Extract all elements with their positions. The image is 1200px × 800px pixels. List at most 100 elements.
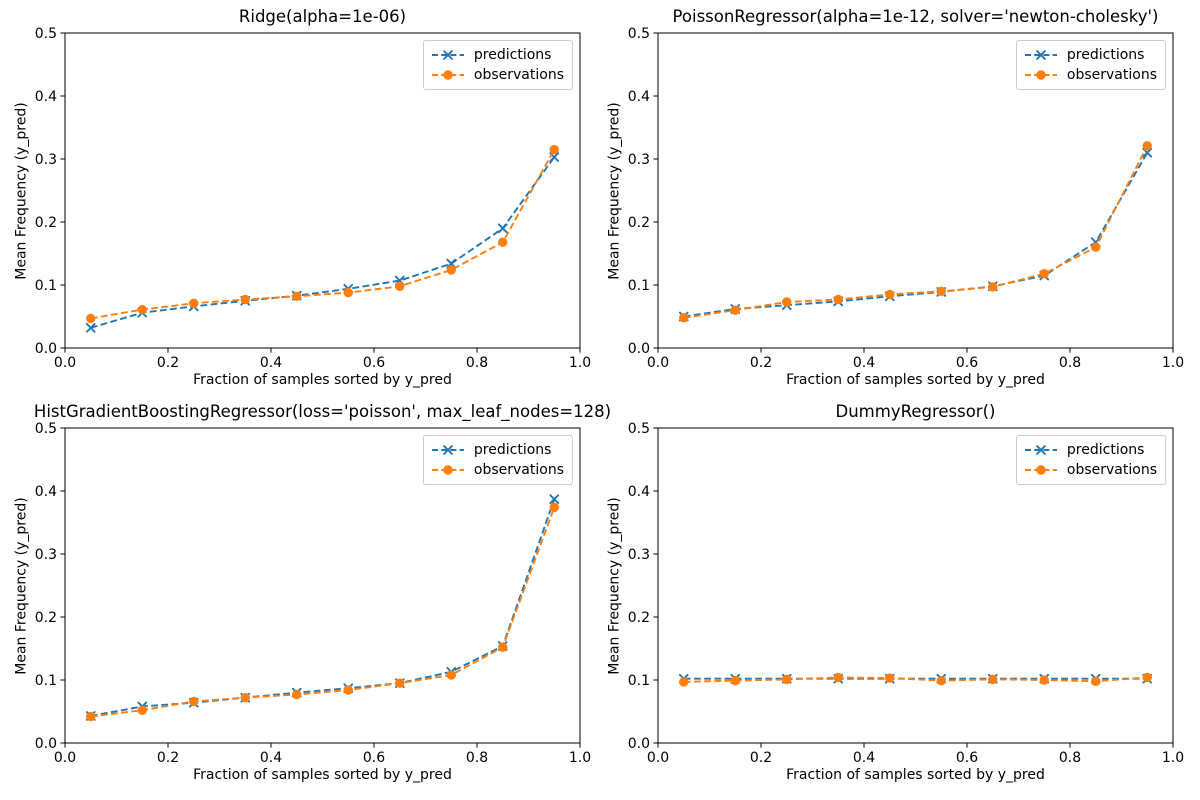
subplot-title: Ridge(alpha=1e-06)	[238, 7, 407, 26]
x-axis-label: Fraction of samples sorted by y_pred	[786, 767, 1045, 783]
predictions-line-sample-icon	[1024, 50, 1057, 60]
circle-marker	[1039, 675, 1049, 685]
predictions-line-sample-icon	[431, 445, 464, 455]
circle-marker	[292, 689, 302, 700]
observations-line-sample-icon	[1024, 70, 1057, 80]
circle-marker	[1142, 141, 1152, 151]
circle-marker	[549, 502, 559, 513]
y-axis-tick-label: 0.4	[35, 484, 57, 500]
series-markers-predictions	[678, 147, 1153, 322]
legend: predictions observations	[1015, 435, 1166, 485]
y-axis-tick-label: 0.5	[35, 421, 57, 437]
y-axis-tick-label: 0.3	[628, 152, 650, 168]
y-axis-tick-label: 0.5	[35, 26, 57, 42]
x-axis-tick-label: 0.8	[466, 355, 488, 371]
legend-entry-observations: observations	[1024, 461, 1157, 479]
y-axis-tick-label: 0.4	[35, 89, 57, 105]
y-axis-tick-label: 0.5	[628, 26, 650, 42]
series-line-predictions	[683, 152, 1149, 318]
circle-marker	[988, 282, 998, 292]
legend-label: predictions	[1066, 442, 1145, 458]
circle-marker	[498, 642, 508, 652]
circle-marker	[443, 70, 453, 80]
series-markers-predictions	[85, 494, 560, 721]
circle-marker	[988, 674, 998, 685]
circle-marker	[395, 678, 405, 688]
y-axis-label: Mean Frequency (y_pred)	[13, 496, 30, 675]
x-axis-tick-label: 0.2	[157, 750, 179, 766]
circle-marker	[189, 298, 199, 308]
observations-line-sample-icon	[431, 70, 464, 80]
y-axis-tick-label: 0.0	[35, 341, 57, 357]
x-axis-label: Fraction of samples sorted by y_pred	[786, 372, 1045, 388]
circle-marker	[936, 675, 946, 686]
series-markers-observations	[86, 144, 559, 324]
circle-marker	[730, 305, 740, 315]
plot-area: 0.0 0.2 0.4 0.6 0.8 1.0 0.0 0.1 0.2 0.3 0.4 0.5	[628, 26, 1184, 371]
x-axis-label: Fraction of samples sorted by y_pred	[193, 372, 452, 388]
circle-marker	[1039, 268, 1049, 279]
y-axis-tick-label: 0.2	[628, 610, 650, 626]
plot-area: 0.0 0.2 0.4 0.6 0.8 1.0 0.0 0.1 0.2 0.3 0.4 0.5	[35, 26, 591, 371]
circle-marker	[86, 313, 96, 324]
x-axis-tick-label: 0.4	[260, 355, 282, 371]
circle-marker	[885, 673, 895, 683]
axes-frame	[64, 427, 581, 744]
x-axis-tick-label: 0.0	[647, 750, 669, 766]
x-marker	[85, 322, 96, 333]
x-axis-tick-label: 0.6	[956, 355, 978, 371]
series-line-observations	[90, 507, 556, 718]
circle-marker	[240, 692, 250, 703]
series-line-observations	[683, 676, 1148, 683]
y-axis-tick-label: 0.2	[628, 215, 650, 231]
circle-marker	[395, 281, 405, 291]
legend-label: predictions	[473, 47, 552, 63]
y-axis-tick-label: 0.4	[628, 484, 650, 500]
series-markers-predictions	[85, 152, 560, 333]
circle-marker	[885, 289, 895, 300]
circle-marker	[936, 286, 946, 296]
legend: predictions observations	[422, 435, 573, 485]
subplot-title: HistGradientBoostingRegressor(loss='pois…	[33, 402, 612, 421]
x-axis-tick-label: 0.4	[260, 750, 282, 766]
x-marker	[1036, 445, 1046, 455]
x-axis-tick-label: 0.4	[853, 355, 875, 371]
y-axis-tick-label: 0.3	[35, 152, 57, 168]
x-axis-tick-label: 0.6	[363, 355, 385, 371]
circle-marker	[1142, 672, 1152, 683]
legend-entry-predictions: predictions	[431, 46, 564, 64]
legend-entry-predictions: predictions	[431, 441, 564, 459]
series-line-predictions	[90, 498, 556, 717]
circle-marker	[443, 465, 453, 475]
legend-entry-observations: observations	[431, 461, 564, 479]
circle-marker	[86, 711, 96, 722]
circle-marker	[189, 696, 199, 707]
series-markers-observations	[679, 141, 1152, 323]
x-marker	[549, 494, 560, 505]
predictions-line-sample-icon	[431, 50, 464, 60]
x-axis-tick-label: 0.8	[466, 750, 488, 766]
x-axis-tick-label: 1.0	[569, 355, 591, 371]
x-axis-tick-label: 0.2	[157, 355, 179, 371]
x-axis-label: Fraction of samples sorted by y_pred	[193, 767, 452, 783]
y-axis-tick-label: 0.4	[628, 89, 650, 105]
circle-marker	[1036, 465, 1046, 475]
x-marker	[443, 50, 453, 60]
circle-marker	[343, 685, 353, 695]
circle-marker	[782, 297, 792, 307]
y-axis-tick-label: 0.1	[628, 278, 650, 294]
y-axis-tick-label: 0.5	[628, 421, 650, 437]
x-axis-tick-label: 0.6	[363, 750, 385, 766]
circle-marker	[679, 677, 689, 687]
y-axis-label: Mean Frequency (y_pred)	[606, 496, 623, 675]
x-axis-tick-label: 0.0	[54, 355, 76, 371]
x-axis-tick-label: 0.0	[54, 750, 76, 766]
x-axis-tick-label: 0.4	[853, 750, 875, 766]
x-axis-tick-label: 0.2	[750, 750, 772, 766]
legend-label: observations	[1066, 462, 1157, 478]
x-marker	[443, 445, 453, 455]
series-markers-observations	[86, 502, 559, 722]
y-axis-tick-label: 0.3	[628, 547, 650, 563]
legend-label: predictions	[1066, 47, 1145, 63]
